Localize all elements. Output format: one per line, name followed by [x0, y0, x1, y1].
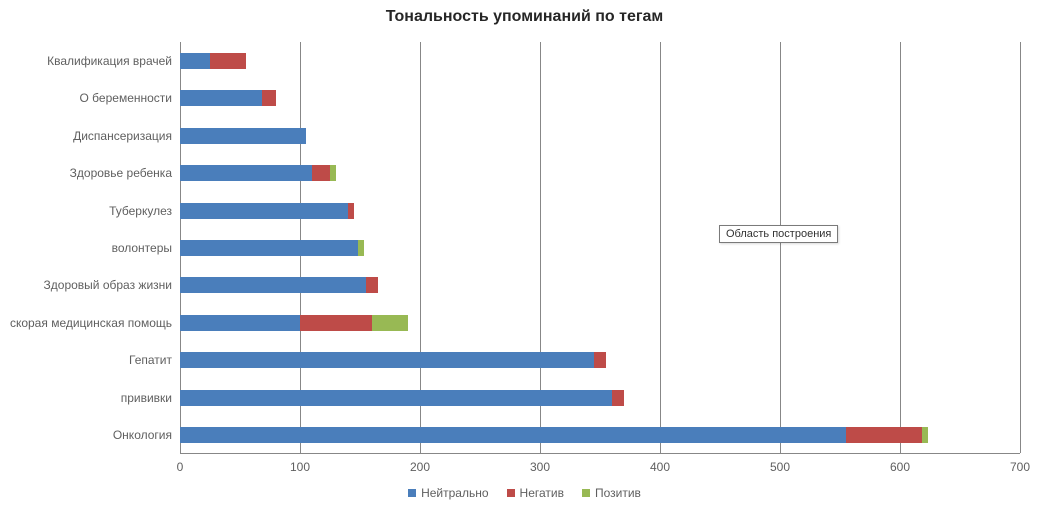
category-label: Диспансеризация — [73, 129, 172, 143]
legend-swatch-positive — [582, 489, 590, 497]
legend-item-negative: Негатив — [507, 486, 564, 500]
bar-row — [180, 165, 336, 181]
bar-row — [180, 390, 624, 406]
xtick-label: 200 — [410, 460, 430, 474]
bar-row — [180, 240, 364, 256]
bar-segment-negative — [348, 203, 354, 219]
category-label: Туберкулез — [109, 204, 172, 218]
xtick-label: 100 — [290, 460, 310, 474]
legend-label-negative: Негатив — [520, 486, 564, 500]
chart-title: Тональность упоминаний по тегам — [0, 8, 1049, 26]
bar-segment-negative — [846, 427, 922, 443]
bar-segment-neutral — [180, 277, 366, 293]
category-label: Онкология — [113, 428, 172, 442]
bar-segment-neutral — [180, 427, 846, 443]
bar-segment-neutral — [180, 240, 358, 256]
legend-swatch-negative — [507, 489, 515, 497]
bar-segment-positive — [922, 427, 928, 443]
bar-segment-neutral — [180, 128, 306, 144]
y-axis-labels: Квалификация врачей О беременности Диспанс… — [0, 42, 176, 454]
bar-segment-positive — [330, 165, 336, 181]
bar-segment-negative — [594, 352, 606, 368]
bar-segment-negative — [262, 90, 276, 106]
bar-row — [180, 277, 378, 293]
bar-segment-positive — [358, 240, 364, 256]
plot-area-tooltip: Область построения — [719, 225, 838, 243]
bar-row — [180, 352, 606, 368]
xtick-label: 600 — [890, 460, 910, 474]
x-axis-ticks: 0100200300400500600700 — [180, 454, 1020, 474]
xtick-label: 300 — [530, 460, 550, 474]
bar-row — [180, 128, 306, 144]
bar-row — [180, 203, 354, 219]
xtick-label: 0 — [177, 460, 184, 474]
category-label: О беременности — [80, 91, 172, 105]
legend-item-positive: Позитив — [582, 486, 641, 500]
bar-segment-positive — [372, 315, 408, 331]
bars-group — [180, 42, 1020, 453]
chart-container: Тональность упоминаний по тегам Квалифик… — [0, 0, 1049, 508]
category-label: скорая медицинская помощь — [10, 316, 172, 330]
category-label: Квалификация врачей — [47, 54, 172, 68]
bar-segment-neutral — [180, 315, 300, 331]
bar-segment-neutral — [180, 165, 312, 181]
legend-swatch-neutral — [408, 489, 416, 497]
bar-segment-neutral — [180, 390, 612, 406]
bar-segment-neutral — [180, 352, 594, 368]
plot-area — [180, 42, 1020, 454]
category-label: Здоровый образ жизни — [44, 278, 172, 292]
legend-label-positive: Позитив — [595, 486, 641, 500]
category-label: волонтеры — [112, 241, 172, 255]
bar-segment-neutral — [180, 90, 262, 106]
bar-segment-negative — [612, 390, 624, 406]
bar-segment-negative — [366, 277, 378, 293]
gridline — [1020, 42, 1021, 453]
legend-item-neutral: Нейтрально — [408, 486, 488, 500]
bar-row — [180, 90, 276, 106]
bar-segment-neutral — [180, 53, 210, 69]
legend: Нейтрально Негатив Позитив — [0, 486, 1049, 500]
bar-row — [180, 427, 928, 443]
bar-segment-neutral — [180, 203, 348, 219]
category-label: Гепатит — [129, 353, 172, 367]
xtick-label: 500 — [770, 460, 790, 474]
category-label: Здоровье ребенка — [70, 166, 172, 180]
bar-row — [180, 315, 408, 331]
bar-segment-negative — [210, 53, 246, 69]
category-label: прививки — [121, 391, 172, 405]
bar-segment-negative — [312, 165, 330, 181]
legend-label-neutral: Нейтрально — [421, 486, 488, 500]
bar-row — [180, 53, 246, 69]
xtick-label: 700 — [1010, 460, 1030, 474]
bar-segment-negative — [300, 315, 372, 331]
xtick-label: 400 — [650, 460, 670, 474]
